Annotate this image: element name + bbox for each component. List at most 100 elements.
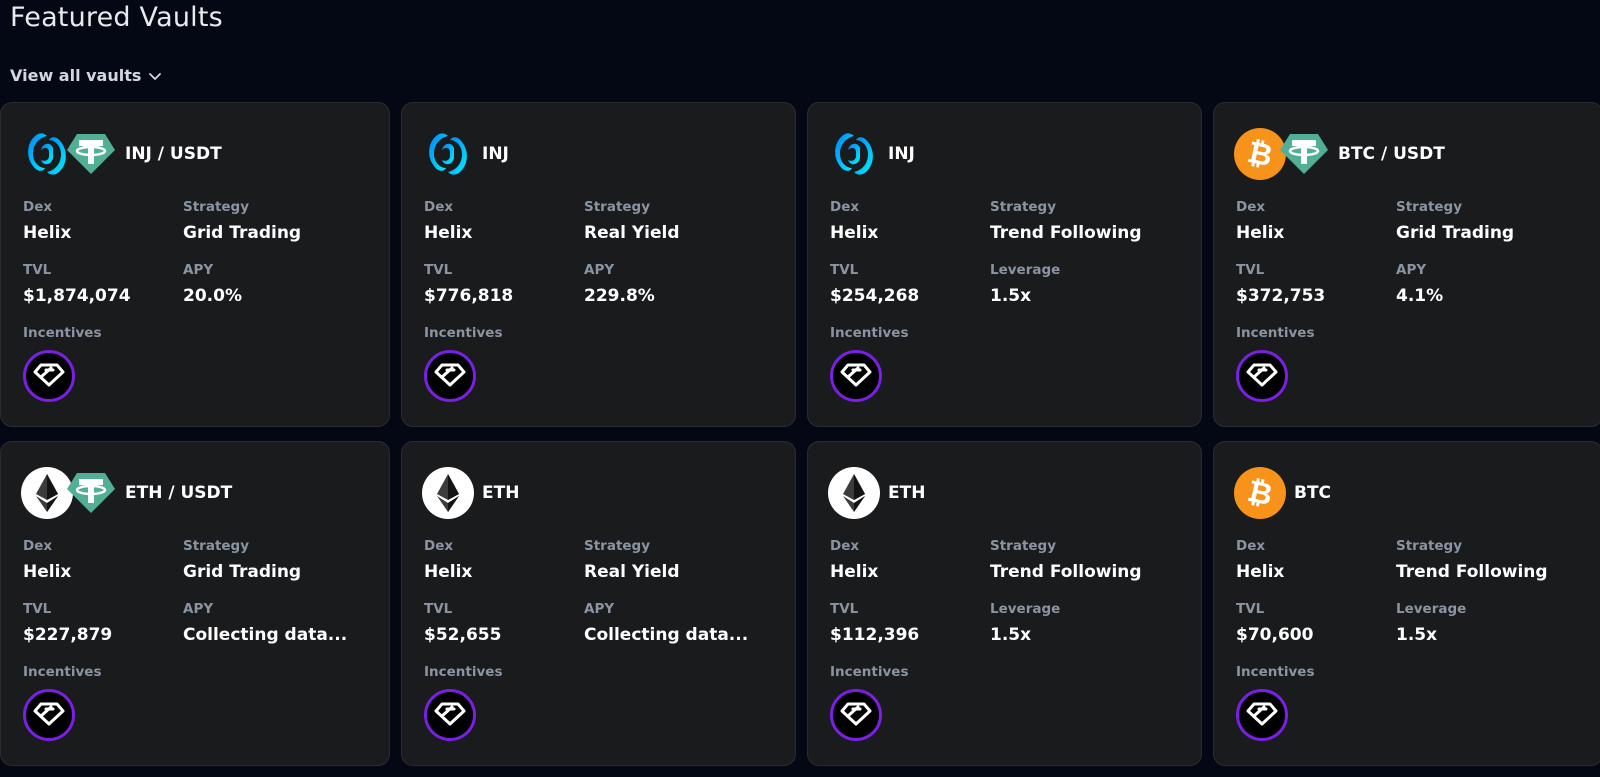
incentive-badge[interactable] [830,689,882,741]
tvl-value: $372,753 [1236,286,1326,306]
vault-fields: Dex Helix Strategy Trend Following TVL $… [1236,538,1596,664]
token-icons: ₿ [1234,467,1286,519]
metric-field: APY 4.1% [1396,262,1596,325]
dex-field: Dex Helix [830,199,990,262]
bitcoin-icon: ₿ [1234,467,1286,519]
dex-label: Dex [830,199,860,215]
incentives-label: Incentives [23,664,102,680]
metric-value: 229.8% [584,286,655,306]
vault-card[interactable]: INJ Dex Helix Strategy Trend Following T… [807,102,1202,427]
bitcoin-icon: ₿ [1234,128,1286,180]
incentives-label: Incentives [1236,664,1315,680]
injective-icon [422,128,474,180]
metric-field: Leverage 1.5x [990,601,1190,664]
strategy-label: Strategy [990,538,1057,554]
tvl-label: TVL [424,262,453,278]
token-icons [422,467,474,519]
dex-field: Dex Helix [23,199,183,262]
strategy-field: Strategy Real Yield [584,199,784,262]
dex-value: Helix [424,223,473,243]
tvl-label: TVL [830,601,859,617]
strategy-field: Strategy Grid Trading [183,538,383,601]
vault-header: ₿ BTC [1234,466,1331,520]
incentive-badge[interactable] [1236,689,1288,741]
vault-pair-name: INJ [888,144,915,164]
tvl-field: TVL $227,879 [23,601,183,664]
vault-card[interactable]: ₿ BTC Dex Helix Strategy Trend Following… [1213,441,1600,766]
tvl-field: TVL $52,655 [424,601,584,664]
tvl-value: $112,396 [830,625,920,645]
tether-icon [65,467,117,519]
metric-label: Leverage [1396,601,1467,617]
tvl-value: $70,600 [1236,625,1314,645]
strategy-value: Grid Trading [183,223,302,243]
diamond-icon [433,696,467,734]
metric-label: APY [183,601,214,617]
tvl-label: TVL [23,262,52,278]
metric-value: 20.0% [183,286,242,306]
tether-icon [1278,128,1330,180]
metric-field: Leverage 1.5x [1396,601,1596,664]
dex-value: Helix [830,223,879,243]
incentive-badge[interactable] [1236,350,1288,402]
tvl-value: $254,268 [830,286,920,306]
dex-value: Helix [23,562,72,582]
vault-card[interactable]: ETH Dex Helix Strategy Real Yield TVL $5… [401,441,796,766]
dex-field: Dex Helix [1236,199,1396,262]
vault-grid: INJ / USDT Dex Helix Strategy Grid Tradi… [0,102,1600,766]
dex-label: Dex [1236,538,1266,554]
strategy-value: Real Yield [584,562,680,582]
diamond-icon [839,696,873,734]
chevron-down-icon [149,72,162,80]
tvl-value: $1,874,074 [23,286,131,306]
vault-card[interactable]: INJ Dex Helix Strategy Real Yield TVL $7… [401,102,796,427]
tvl-label: TVL [424,601,453,617]
strategy-label: Strategy [183,538,250,554]
incentives-label: Incentives [424,664,503,680]
incentive-badge[interactable] [23,689,75,741]
incentive-badge[interactable] [424,689,476,741]
incentive-badge[interactable] [23,350,75,402]
diamond-icon [1245,696,1279,734]
strategy-field: Strategy Real Yield [584,538,784,601]
token-icons: ₿ [1234,128,1330,180]
metric-value: Collecting data... [584,625,749,645]
vault-card[interactable]: ₿ BTC / USDT Dex Helix Strategy Grid Tra… [1213,102,1600,427]
dex-value: Helix [1236,562,1285,582]
vault-card[interactable]: ETH / USDT Dex Helix Strategy Grid Tradi… [0,441,390,766]
dex-field: Dex Helix [1236,538,1396,601]
vault-pair-name: ETH [888,483,926,503]
dex-field: Dex Helix [424,538,584,601]
strategy-value: Grid Trading [183,562,302,582]
metric-label: APY [584,601,615,617]
dex-label: Dex [23,199,53,215]
tvl-label: TVL [23,601,52,617]
vault-pair-name: INJ [482,144,509,164]
vault-header: ₿ BTC / USDT [1234,127,1445,181]
incentive-badge[interactable] [830,350,882,402]
dex-label: Dex [424,199,454,215]
tvl-value: $52,655 [424,625,502,645]
metric-field: APY Collecting data... [584,601,784,664]
vault-fields: Dex Helix Strategy Real Yield TVL $776,8… [424,199,784,325]
dex-label: Dex [830,538,860,554]
diamond-icon [32,696,66,734]
incentive-badge[interactable] [424,350,476,402]
strategy-label: Strategy [1396,538,1463,554]
incentives-label: Incentives [830,325,909,341]
tvl-label: TVL [1236,262,1265,278]
strategy-value: Real Yield [584,223,680,243]
tvl-field: TVL $372,753 [1236,262,1396,325]
injective-icon [828,128,880,180]
dex-field: Dex Helix [424,199,584,262]
vault-card[interactable]: ETH Dex Helix Strategy Trend Following T… [807,441,1202,766]
view-all-vaults-dropdown[interactable]: View all vaults [10,66,163,85]
dex-field: Dex Helix [23,538,183,601]
tvl-field: TVL $112,396 [830,601,990,664]
dex-value: Helix [1236,223,1285,243]
strategy-field: Strategy Trend Following [990,199,1190,262]
token-icons [828,128,880,180]
vault-card[interactable]: INJ / USDT Dex Helix Strategy Grid Tradi… [0,102,390,427]
tvl-field: TVL $776,818 [424,262,584,325]
strategy-label: Strategy [584,538,651,554]
